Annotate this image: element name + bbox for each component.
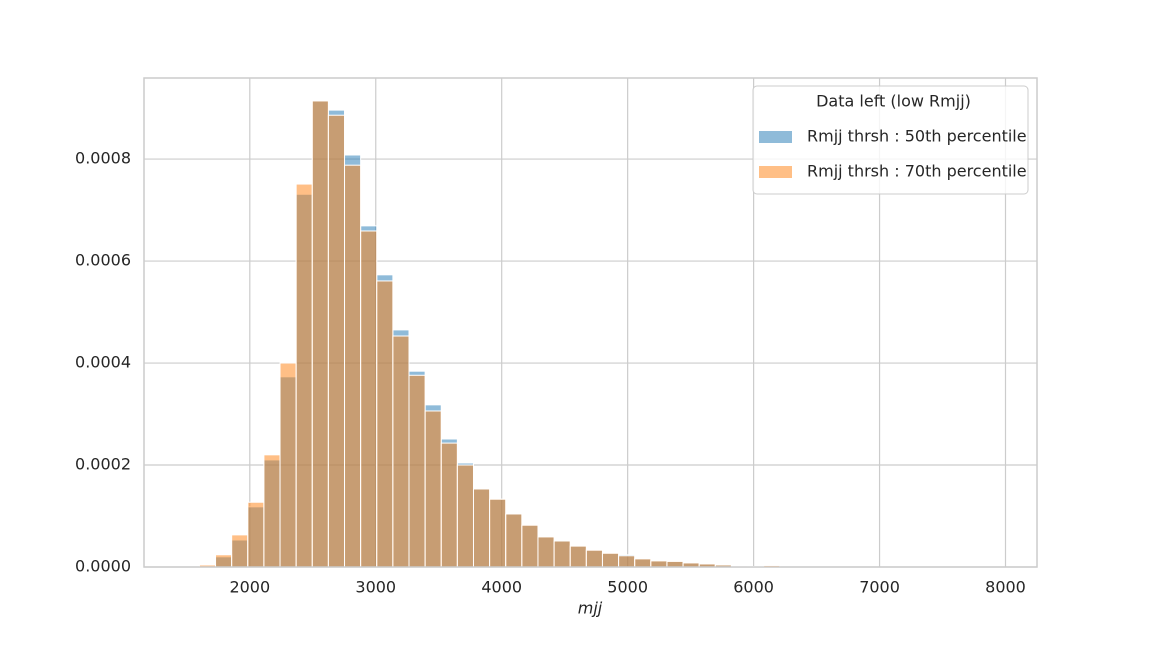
bar	[456, 464, 474, 568]
bar	[505, 513, 523, 568]
bar	[344, 164, 362, 568]
legend-box	[752, 85, 1029, 195]
bar	[440, 442, 458, 568]
x-tick-label: 5000	[607, 578, 648, 597]
plot-frame	[143, 77, 1038, 568]
x-tick-label: 7000	[859, 578, 900, 597]
bar	[601, 552, 620, 568]
bar	[666, 560, 684, 568]
x-tick-label: 4000	[481, 578, 522, 597]
x-axis-label: mjj	[578, 599, 603, 618]
y-tick-label: 0.0006	[75, 251, 131, 270]
bar	[650, 560, 668, 568]
bar	[392, 335, 410, 568]
bar	[569, 545, 587, 568]
bar	[521, 524, 539, 568]
bar	[408, 374, 426, 568]
bar	[489, 498, 507, 568]
bar	[327, 114, 346, 568]
bar	[553, 540, 571, 568]
bar	[247, 501, 265, 568]
legend-label: Rmjj thrsh : 70th percentile	[807, 162, 1027, 181]
bar	[618, 555, 636, 568]
y-tick-label: 0.0004	[75, 353, 131, 372]
bar	[472, 488, 491, 568]
bar	[279, 362, 297, 568]
bar	[360, 230, 378, 568]
y-tick-label: 0.0000	[75, 557, 131, 576]
bar	[215, 554, 233, 568]
x-tick-label: 6000	[733, 578, 774, 597]
bar	[311, 100, 329, 568]
bar	[231, 534, 249, 568]
legend-swatch	[759, 131, 792, 143]
legend-label: Rmjj thrsh : 50th percentile	[807, 127, 1027, 146]
bar	[295, 183, 313, 568]
legend-title: Data left (low Rmjj)	[816, 92, 971, 111]
legend-swatch	[759, 166, 792, 178]
bar	[263, 454, 281, 568]
x-tick-label: 2000	[229, 578, 270, 597]
x-tick-label: 3000	[355, 578, 396, 597]
bar	[376, 280, 394, 568]
bar	[537, 536, 555, 568]
bar	[634, 558, 652, 568]
bar	[424, 410, 442, 568]
y-tick-label: 0.0002	[75, 455, 131, 474]
y-tick-label: 0.0008	[75, 149, 131, 168]
bar	[585, 549, 603, 568]
x-tick-label: 8000	[985, 578, 1026, 597]
